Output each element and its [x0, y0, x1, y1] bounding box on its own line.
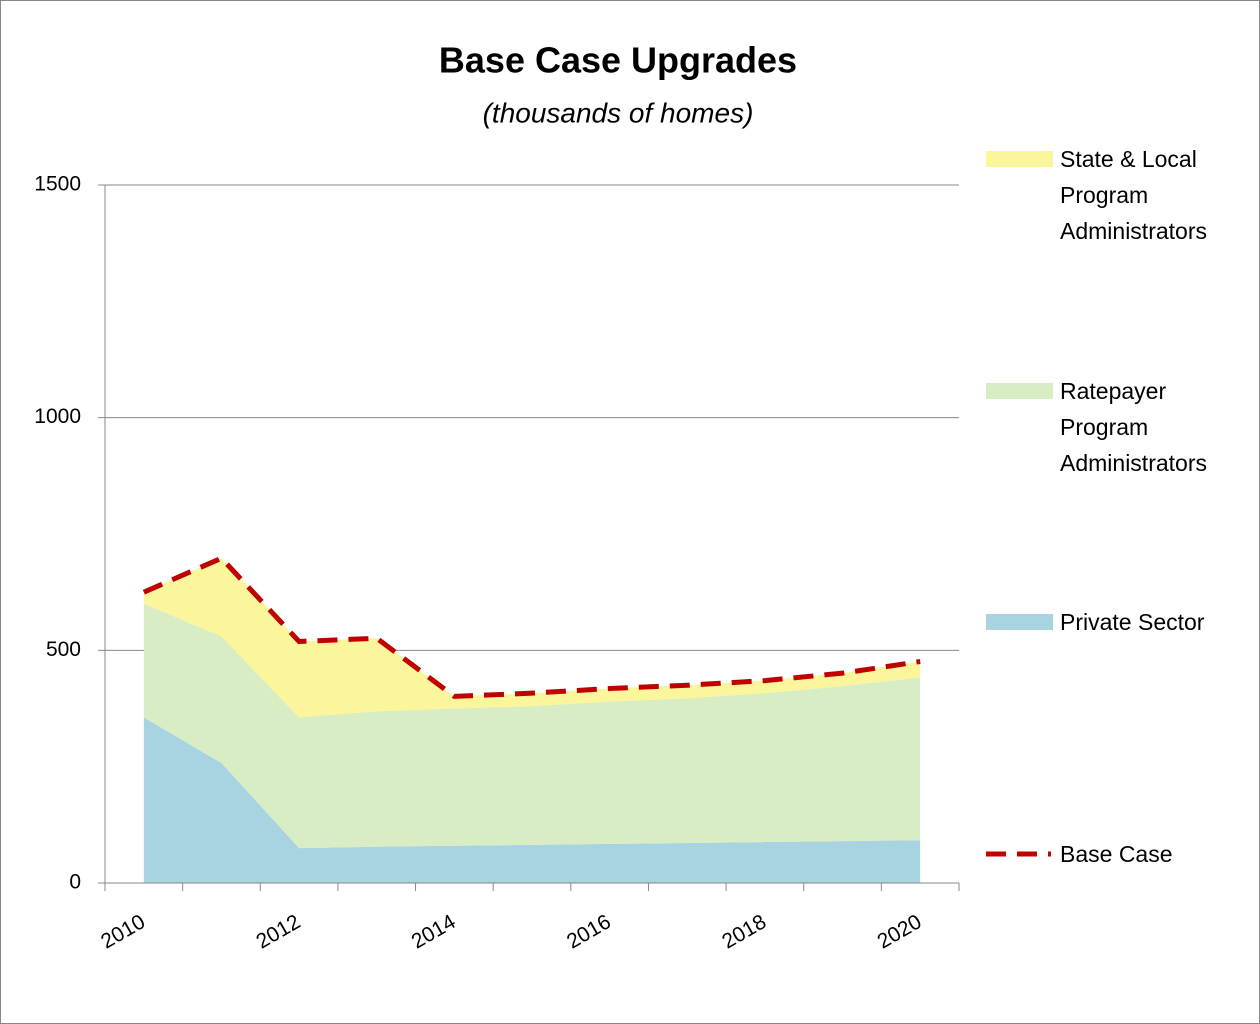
legend-swatch [986, 383, 1053, 399]
legend-label: State & Local Program Administrators [1060, 146, 1207, 244]
y-tick-label: 1000 [34, 405, 81, 428]
legend-label: Private Sector [1060, 609, 1205, 635]
x-tick-label: 2020 [873, 910, 925, 953]
area [143, 603, 921, 849]
area [143, 558, 921, 718]
x-tick-label: 2014 [408, 910, 460, 953]
x-tick-label: 2010 [97, 910, 149, 953]
areas [143, 558, 921, 883]
legend-swatch [986, 614, 1053, 630]
chart-title: Base Case Upgrades [439, 40, 797, 81]
y-tick-label: 0 [69, 871, 81, 894]
x-tick-label: 2016 [563, 910, 615, 953]
legend-label: Base Case [1060, 841, 1173, 867]
y-tick-label: 1500 [34, 173, 81, 196]
legend-label: Ratepayer Program Administrators [1060, 378, 1207, 476]
line [142, 555, 921, 699]
x-tick-label: 2018 [718, 910, 770, 953]
chart-subtitle: (thousands of homes) [483, 97, 754, 128]
area [143, 717, 921, 883]
legend-swatch [986, 151, 1053, 167]
y-tick-label: 500 [46, 638, 81, 661]
x-tick-label: 2012 [252, 910, 304, 953]
